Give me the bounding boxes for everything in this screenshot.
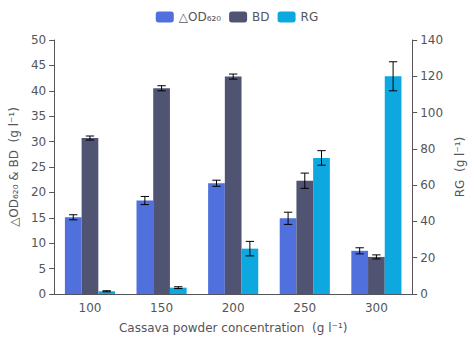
svg-text:Cassava powder concentration: Cassava powder concentration (g l⁻¹) [119,321,347,335]
svg-text:100: 100 [79,301,102,315]
svg-text:0: 0 [39,287,47,301]
svg-text:40: 40 [31,84,46,98]
svg-text:0: 0 [420,287,428,301]
svg-text:35: 35 [31,109,46,123]
svg-text:△OD₆₂₀: △OD₆₂₀ [179,10,222,24]
svg-text:80: 80 [420,142,435,156]
svg-text:250: 250 [293,301,316,315]
svg-text:RG (g l⁻¹): RG (g l⁻¹) [453,137,467,198]
svg-text:BD: BD [252,10,269,24]
svg-text:△OD₆₂₀ & BD (g l⁻¹): △OD₆₂₀ & BD (g l⁻¹) [7,107,21,227]
svg-text:50: 50 [31,33,46,47]
svg-text:30: 30 [31,135,46,149]
svg-text:5: 5 [39,262,47,276]
svg-text:20: 20 [31,185,46,199]
svg-text:60: 60 [420,178,435,192]
svg-text:RG: RG [301,10,319,24]
svg-text:15: 15 [31,211,46,225]
svg-text:300: 300 [365,301,388,315]
svg-text:150: 150 [150,301,173,315]
svg-text:100: 100 [420,106,443,120]
svg-text:200: 200 [222,301,245,315]
svg-text:40: 40 [420,214,435,228]
svg-text:120: 120 [420,69,443,83]
svg-text:25: 25 [31,160,46,174]
svg-text:140: 140 [420,33,443,47]
svg-text:10: 10 [31,236,46,250]
svg-text:20: 20 [420,251,435,265]
svg-text:45: 45 [31,58,46,72]
